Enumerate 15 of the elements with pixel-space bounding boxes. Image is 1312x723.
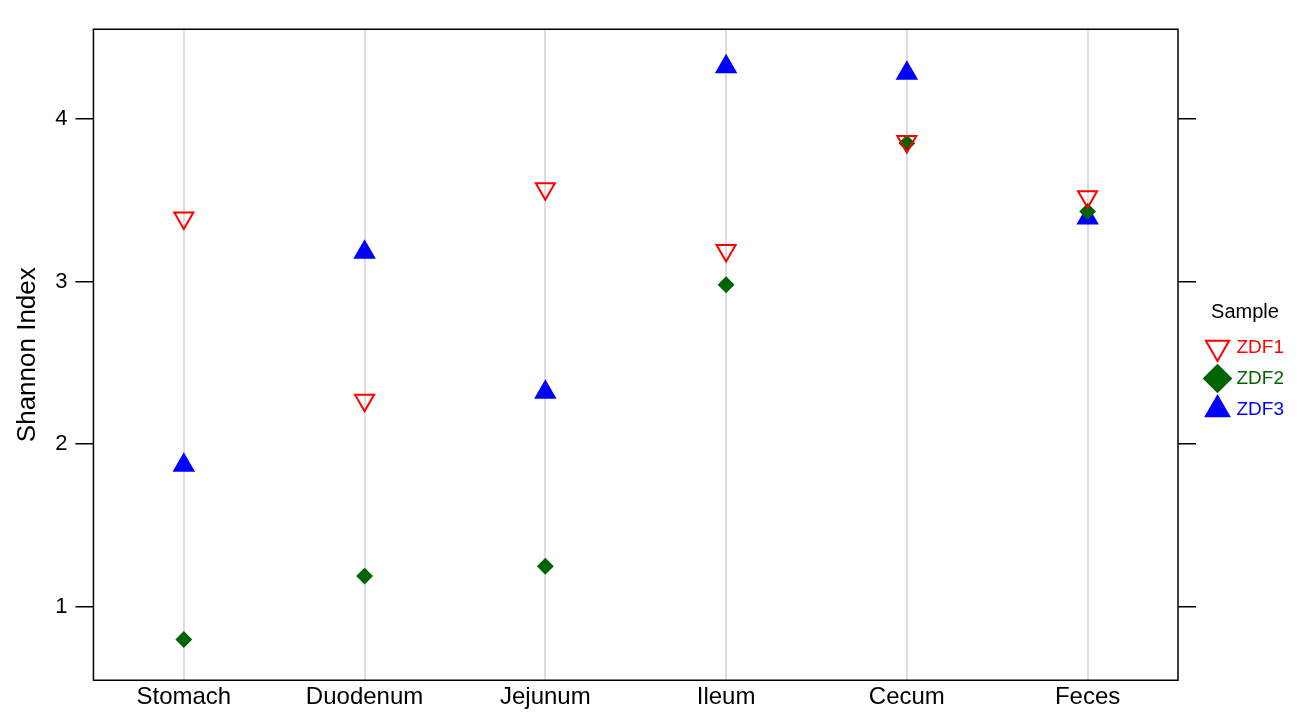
- legend-title: Sample: [1211, 299, 1279, 322]
- x-tick-label: Jejunum: [499, 682, 591, 710]
- y-axis-title: Shannon Index: [10, 267, 41, 443]
- legend-label: ZDF3: [1236, 397, 1284, 419]
- x-tick-label: Stomach: [136, 682, 232, 710]
- x-tick-label: Ileum: [696, 682, 756, 710]
- legend-label: ZDF1: [1236, 335, 1284, 357]
- y-tick-label: 4: [55, 104, 68, 130]
- y-tick-label: 2: [55, 430, 68, 456]
- x-tick-label: Feces: [1054, 682, 1121, 710]
- y-tick-label: 3: [55, 267, 68, 293]
- x-tick-label: Duodenum: [305, 682, 424, 710]
- x-tick-label: Cecum: [868, 682, 945, 710]
- y-tick-label: 1: [55, 593, 68, 619]
- legend-label: ZDF2: [1236, 366, 1284, 388]
